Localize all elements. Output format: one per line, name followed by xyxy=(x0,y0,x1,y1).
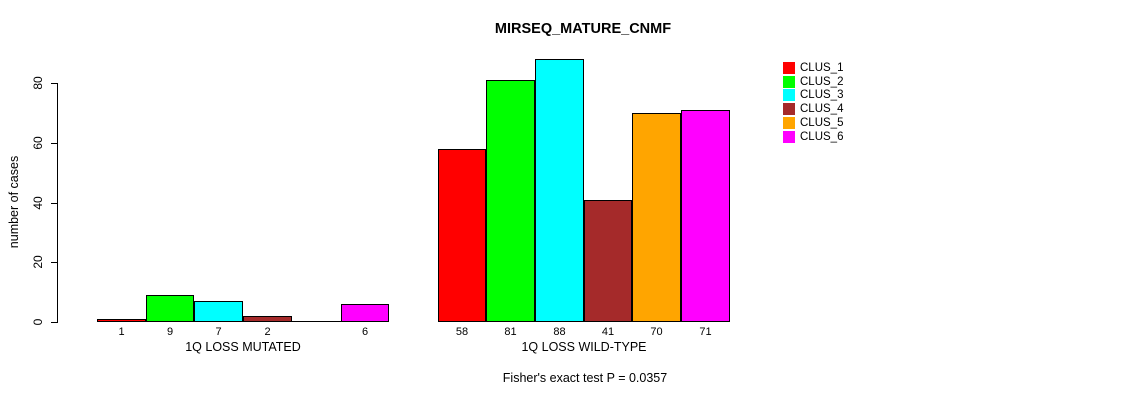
legend-label: CLUS_1 xyxy=(800,62,844,74)
legend-item: CLUS_5 xyxy=(783,117,843,129)
bar-clus-4 xyxy=(584,200,632,322)
legend-item: CLUS_2 xyxy=(783,76,843,88)
bar-value-label: 2 xyxy=(264,326,271,338)
bar-value-label: 9 xyxy=(166,326,174,338)
y-axis-tick-label: 20 xyxy=(31,255,45,269)
y-axis-tick xyxy=(51,203,58,204)
legend-item: CLUS_3 xyxy=(783,89,843,101)
bar-clus-3 xyxy=(194,301,243,322)
bar-clus-2 xyxy=(146,295,194,322)
bar-value-label: 58 xyxy=(455,326,469,338)
y-axis-tick-label: 0 xyxy=(31,318,45,326)
y-axis-tick xyxy=(51,322,58,323)
bar-clus-4 xyxy=(243,316,292,322)
y-axis-title: number of cases xyxy=(7,155,21,249)
bar-value-label: 1 xyxy=(118,326,125,338)
bar-clus-2 xyxy=(486,80,535,322)
bar-clus-1 xyxy=(97,319,146,322)
bar-value-label: 88 xyxy=(553,326,566,338)
legend-label: CLUS_6 xyxy=(800,131,844,143)
legend-label: CLUS_5 xyxy=(800,117,844,129)
y-axis-tick-label: 60 xyxy=(31,136,45,150)
legend-label: CLUS_3 xyxy=(800,89,844,101)
bar-clus-1 xyxy=(438,149,486,322)
bar-clus-5 xyxy=(632,113,681,322)
bar-clus-6 xyxy=(341,304,389,322)
legend: CLUS_1 CLUS_2 CLUS_3 CLUS_4 CLUS_5 CLUS_6 xyxy=(783,62,873,152)
bar-value-label: 41 xyxy=(601,326,615,338)
y-axis-tick xyxy=(51,143,58,144)
bar-value-label: 71 xyxy=(699,326,712,338)
legend-swatch xyxy=(783,131,795,143)
bar-value-label: 6 xyxy=(361,326,369,338)
legend-swatch xyxy=(783,89,795,101)
legend-item: CLUS_6 xyxy=(783,131,843,143)
legend-swatch xyxy=(783,76,795,88)
bar-value-label: 7 xyxy=(215,326,222,338)
legend-item: CLUS_1 xyxy=(783,62,843,74)
bar-clus-5 xyxy=(292,321,341,322)
legend-label: CLUS_4 xyxy=(800,103,844,115)
y-axis-tick-label: 80 xyxy=(31,76,45,90)
y-axis-tick xyxy=(51,83,58,84)
legend-item: CLUS_4 xyxy=(783,103,843,115)
x-group-label: 1Q LOSS WILD-TYPE xyxy=(521,340,647,354)
y-axis-tick-label: 40 xyxy=(31,196,45,210)
bar-value-label: 70 xyxy=(650,326,663,338)
legend-label: CLUS_2 xyxy=(800,76,844,88)
x-group-label: 1Q LOSS MUTATED xyxy=(185,340,301,354)
bar-value-label: 81 xyxy=(504,326,517,338)
chart-title: MIRSEQ_MATURE_CNMF xyxy=(494,21,672,37)
bar-clus-3 xyxy=(535,59,584,322)
fisher-test-annotation: Fisher's exact test P = 0.0357 xyxy=(502,371,668,385)
legend-swatch xyxy=(783,62,795,74)
legend-swatch xyxy=(783,103,795,115)
bar-clus-6 xyxy=(681,110,730,322)
legend-swatch xyxy=(783,117,795,129)
y-axis-tick xyxy=(51,262,58,263)
